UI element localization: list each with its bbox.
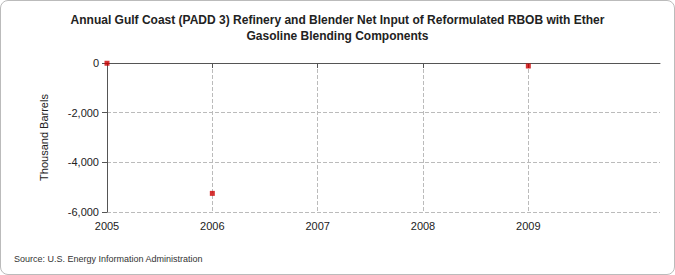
svg-text:-4,000: -4,000 <box>68 156 99 168</box>
svg-text:-6,000: -6,000 <box>68 206 99 218</box>
svg-text:Thousand Barrels: Thousand Barrels <box>38 94 50 181</box>
svg-text:2007: 2007 <box>305 220 329 232</box>
svg-text:Source: U.S. Energy Informatio: Source: U.S. Energy Information Administ… <box>14 254 203 264</box>
svg-text:2008: 2008 <box>411 220 435 232</box>
svg-text:Gasoline Blending Components: Gasoline Blending Components <box>246 29 428 43</box>
svg-text:0: 0 <box>93 57 99 69</box>
svg-text:Annual Gulf Coast (PADD 3) Ref: Annual Gulf Coast (PADD 3) Refinery and … <box>71 13 605 27</box>
svg-text:2005: 2005 <box>95 220 119 232</box>
svg-text:-2,000: -2,000 <box>68 107 99 119</box>
svg-text:2006: 2006 <box>200 220 224 232</box>
svg-text:2009: 2009 <box>516 220 540 232</box>
